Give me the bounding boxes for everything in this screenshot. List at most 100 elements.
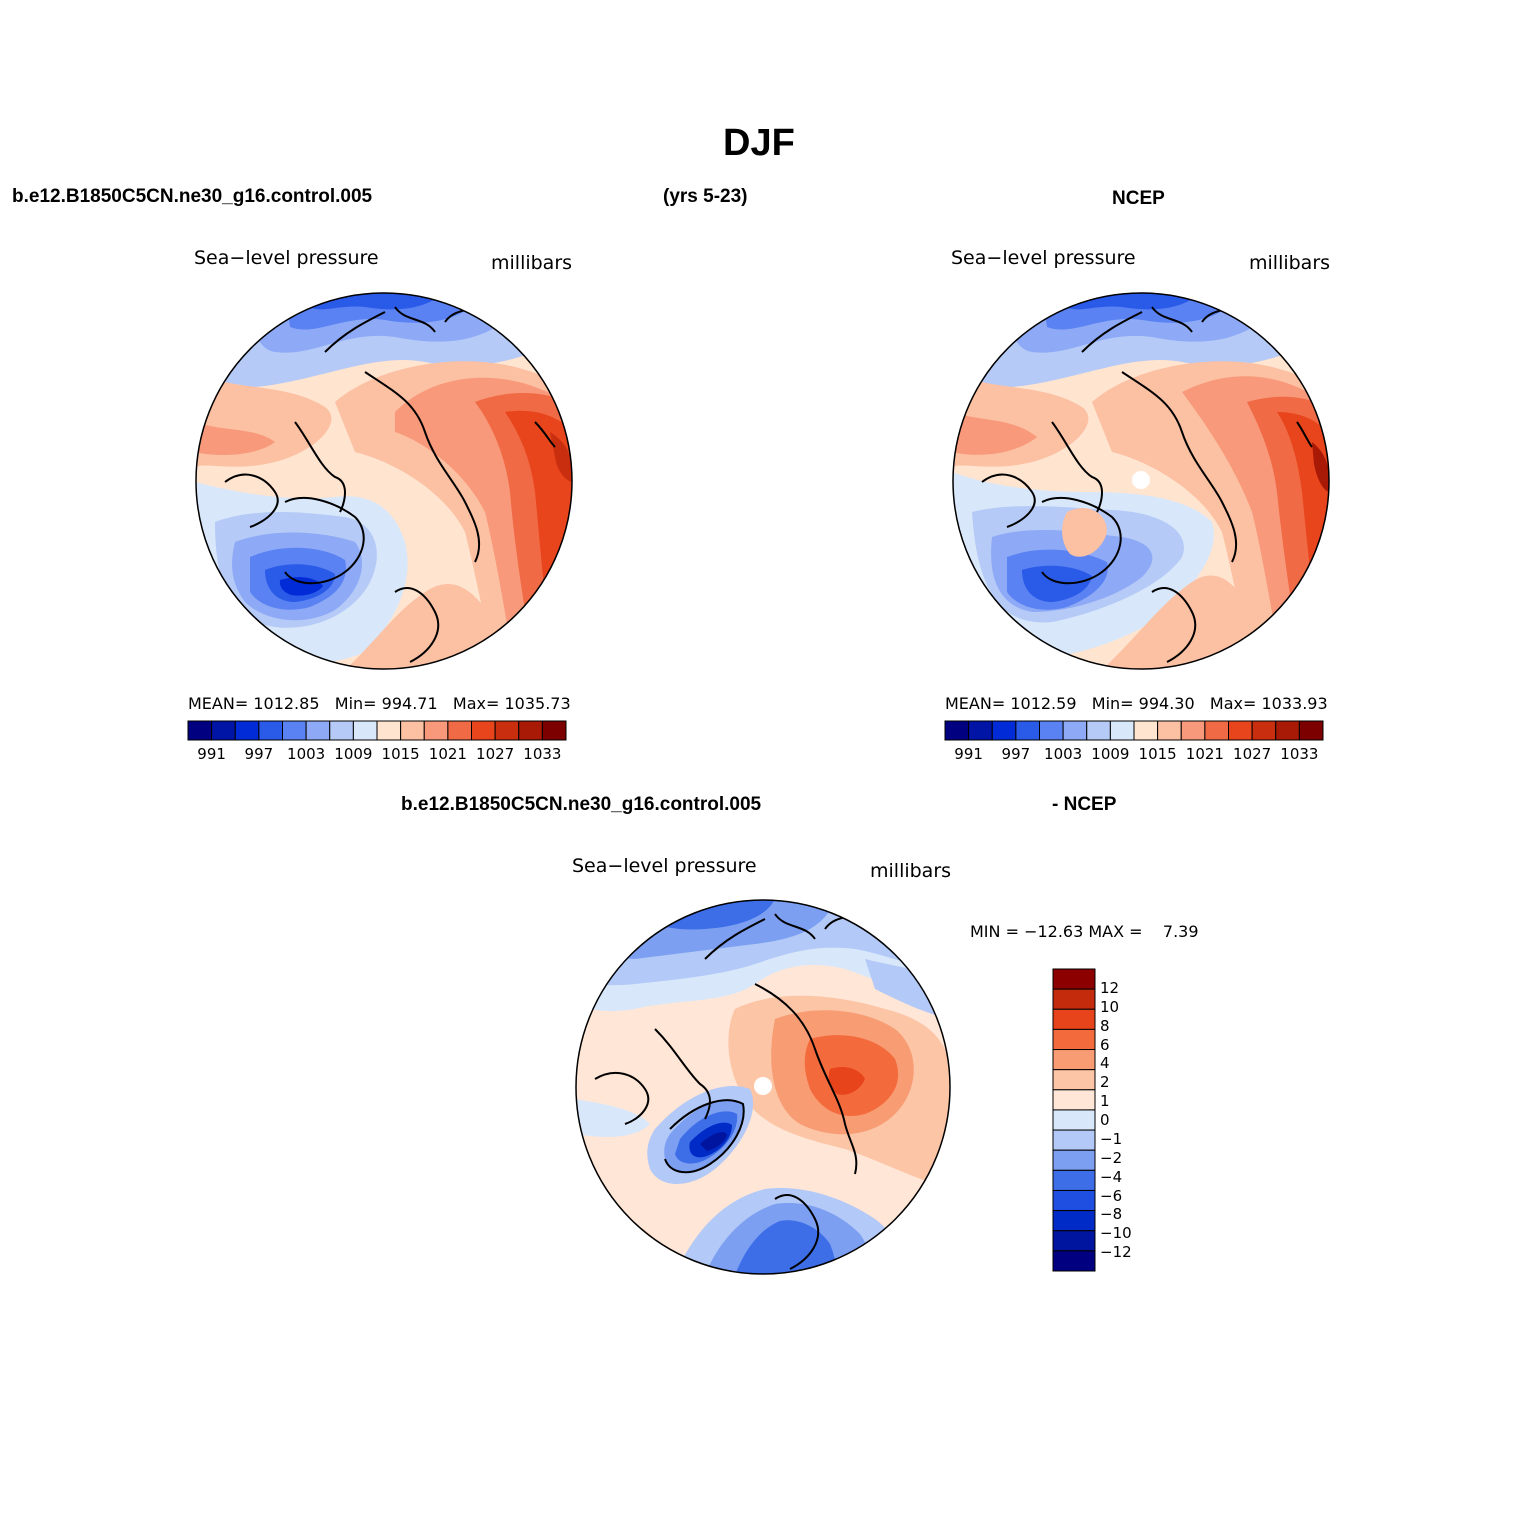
model-colorbar-swatch-11	[447, 720, 472, 741]
ncep-colorbar-swatch-13	[1251, 720, 1277, 741]
diff-colorbar-tick-label: 2	[1100, 1073, 1110, 1092]
diff-colorbar-tick-label: 1	[1100, 1092, 1110, 1111]
ncep-colorbar-swatch-4	[1039, 720, 1064, 741]
model-mean-value: 1012.85	[253, 694, 320, 713]
model-colorbar-tick-label: 1009	[334, 745, 373, 763]
diff-colorbar-tick-label: 10	[1100, 997, 1120, 1016]
diff-colorbar-swatch-1	[1052, 988, 1096, 1010]
ncep-mean-label: MEAN=	[945, 694, 1006, 713]
figure-title: DJF	[723, 122, 795, 164]
ncep-max-value: 1033.93	[1261, 694, 1328, 713]
ncep-polar-map	[952, 292, 1330, 670]
diff-colorbar-tick-label: −1	[1100, 1129, 1123, 1148]
diff-colorbar-swatch-5	[1052, 1069, 1096, 1091]
ncep-colorbar-swatch-14	[1275, 720, 1300, 741]
ncep-units-label: millibars	[1249, 252, 1331, 274]
diff-colorbar-tick-label: −2	[1100, 1148, 1123, 1167]
model-colorbar-tick-label: 997	[244, 745, 274, 763]
diff-colorbar-swatch-6	[1052, 1089, 1096, 1111]
ncep-colorbar-swatch-0	[944, 720, 970, 741]
diff-colorbar-tick-label: −8	[1100, 1205, 1123, 1224]
ncep-colorbar	[944, 720, 1324, 741]
model-colorbar-swatch-0	[187, 720, 213, 741]
ncep-colorbar-tick-label: 991	[954, 745, 983, 763]
model-colorbar-tick-label: 1021	[428, 745, 467, 763]
model-colorbar-swatch-10	[423, 720, 449, 741]
model-colorbar-swatch-15	[541, 720, 567, 741]
ncep-colorbar-swatch-10	[1180, 720, 1206, 741]
model-colorbar-swatch-9	[400, 720, 425, 741]
ncep-colorbar-swatch-2	[991, 720, 1017, 741]
diff-colorbar-swatch-13	[1052, 1230, 1096, 1252]
ncep-colorbar-swatch-11	[1204, 720, 1229, 741]
model-units-label: millibars	[491, 252, 573, 274]
model-colorbar-swatch-8	[376, 720, 402, 741]
diff-variable-label: Sea−level pressure	[572, 855, 757, 877]
diff-colorbar-swatch-8	[1052, 1129, 1096, 1151]
model-max-label: Max=	[452, 694, 500, 713]
ncep-stats: MEAN= 1012.59 Min= 994.30 Max= 1033.93	[945, 694, 1328, 713]
ncep-colorbar-swatch-3	[1015, 720, 1040, 741]
model-colorbar-swatch-5	[305, 720, 331, 741]
model-mean-label: MEAN=	[188, 694, 249, 713]
model-colorbar-tick-label: 1027	[476, 745, 515, 763]
diff-colorbar-tick-label: 0	[1100, 1111, 1110, 1129]
diff-colorbar-swatch-2	[1052, 1008, 1096, 1030]
ncep-colorbar-swatch-7	[1109, 720, 1135, 741]
model-variable-label: Sea−level pressure	[194, 247, 379, 269]
years-header: (yrs 5-23)	[663, 186, 748, 207]
ncep-header: NCEP	[1112, 188, 1165, 209]
diff-ncep-header: - NCEP	[1052, 794, 1117, 815]
model-colorbar-swatch-14	[518, 720, 543, 741]
diff-colorbar-tick-label: −4	[1100, 1167, 1123, 1186]
ncep-colorbar-swatch-12	[1228, 720, 1253, 741]
ncep-colorbar-swatch-1	[968, 720, 993, 741]
diff-colorbar-tick-label: −6	[1100, 1186, 1123, 1205]
diff-colorbar-swatch-9	[1052, 1149, 1096, 1171]
ncep-colorbar-tick-label: 1009	[1091, 745, 1130, 763]
model-colorbar-swatch-2	[234, 720, 260, 741]
ncep-colorbar-swatch-15	[1298, 720, 1324, 741]
model-case-header: b.e12.B1850C5CN.ne30_g16.control.005	[12, 186, 373, 207]
ncep-colorbar-swatch-6	[1086, 720, 1111, 741]
model-colorbar-swatch-4	[282, 720, 307, 741]
diff-colorbar-swatch-10	[1052, 1169, 1096, 1191]
diff-case-header: b.e12.B1850C5CN.ne30_g16.control.005	[401, 794, 762, 815]
ncep-colorbar-tick-label: 1015	[1138, 745, 1177, 763]
diff-colorbar-tick-label: 8	[1100, 1016, 1110, 1035]
diff-polar-map	[575, 899, 951, 1275]
diff-colorbar-tick-label: 4	[1100, 1054, 1110, 1073]
model-colorbar-swatch-13	[494, 720, 520, 741]
model-min-label: Min=	[334, 694, 377, 713]
model-colorbar-tick-label: 1015	[381, 745, 420, 763]
model-colorbar-tick-label: 1033	[523, 745, 562, 763]
diff-colorbar	[1052, 968, 1096, 1272]
ncep-variable-label: Sea−level pressure	[951, 247, 1136, 269]
model-colorbar	[187, 720, 567, 741]
diff-colorbar-ticks: 12 10 8 6 4 2 1 0 −1 −2 −4 −6 −8 −10 −12	[1100, 968, 1160, 1272]
diff-colorbar-tick-label: −12	[1100, 1243, 1132, 1262]
ncep-colorbar-tick-label: 1021	[1185, 745, 1224, 763]
diff-colorbar-tick-label: −10	[1100, 1224, 1132, 1243]
diff-colorbar-swatch-14	[1052, 1250, 1096, 1272]
diff-colorbar-swatch-0	[1052, 968, 1096, 990]
ncep-colorbar-swatch-8	[1133, 720, 1159, 741]
model-min-value: 994.71	[381, 694, 438, 713]
ncep-colorbar-swatch-9	[1157, 720, 1182, 741]
model-colorbar-ticks: 991 997 1003 1009 1015 1021 1027 1033	[187, 745, 567, 765]
ncep-colorbar-ticks: 991 997 1003 1009 1015 1021 1027 1033	[944, 745, 1324, 765]
ncep-max-label: Max=	[1209, 694, 1257, 713]
diff-colorbar-tick-label: 6	[1100, 1035, 1110, 1054]
diff-colorbar-swatch-4	[1052, 1049, 1096, 1071]
diff-colorbar-swatch-12	[1052, 1210, 1096, 1232]
model-stats: MEAN= 1012.85 Min= 994.71 Max= 1035.73	[188, 694, 571, 713]
ncep-colorbar-tick-label: 1033	[1280, 745, 1319, 763]
model-colorbar-swatch-12	[471, 720, 496, 741]
diff-colorbar-swatch-7	[1052, 1109, 1096, 1131]
model-colorbar-swatch-7	[352, 720, 378, 741]
diff-colorbar-tick-label: 12	[1100, 978, 1120, 997]
model-colorbar-tick-label: 1003	[287, 745, 326, 763]
ncep-min-label: Min=	[1091, 694, 1134, 713]
model-polar-map	[195, 292, 573, 670]
model-colorbar-swatch-3	[258, 720, 283, 741]
